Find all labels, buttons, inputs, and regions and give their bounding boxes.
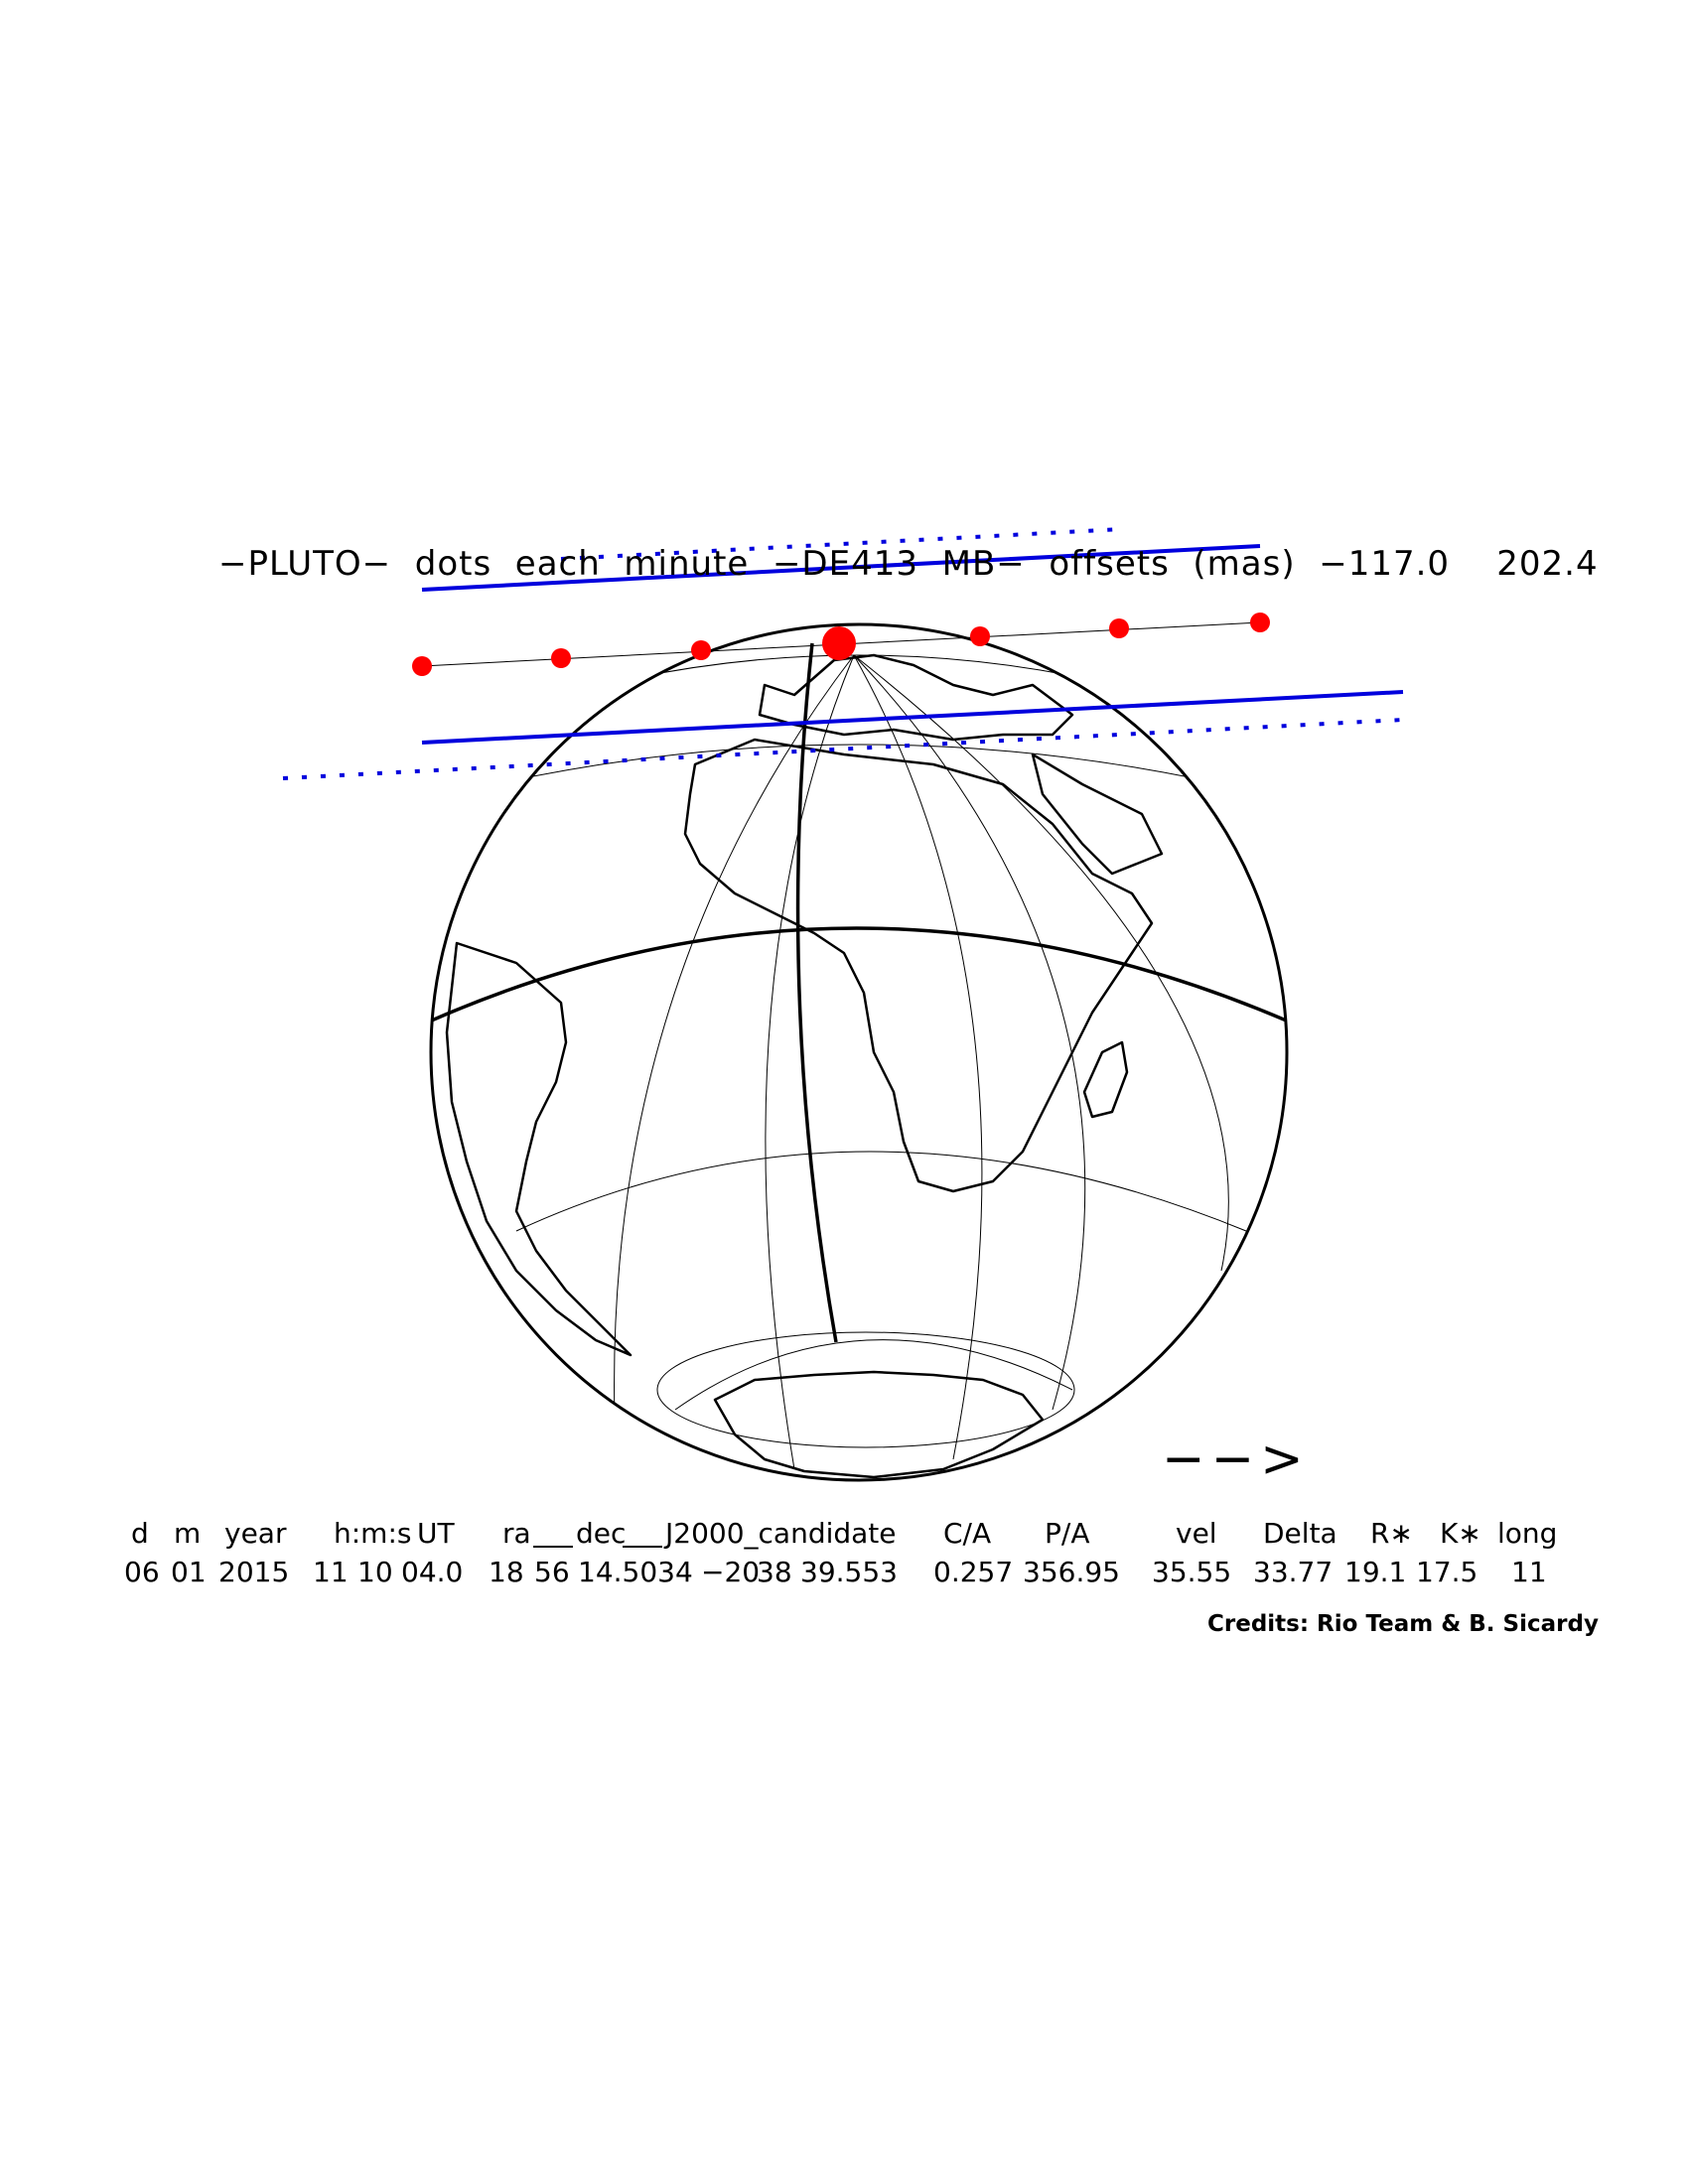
- meridian-2: [765, 654, 855, 1470]
- header-r-star: R∗: [1370, 1517, 1413, 1550]
- value-r-star: 19.1: [1344, 1556, 1407, 1588]
- header-ut: UT: [417, 1517, 455, 1550]
- closest-approach-dot: [822, 626, 856, 660]
- value-dec-d: −20: [701, 1556, 761, 1588]
- africa-outline: [683, 738, 1154, 1193]
- meridian-4: [853, 654, 983, 1460]
- meridian-1: [614, 654, 855, 1450]
- header-vel: vel: [1176, 1517, 1217, 1550]
- header-hms: h:m:s: [334, 1517, 412, 1550]
- header-pa: P/A: [1045, 1517, 1090, 1550]
- header-ca: C/A: [943, 1517, 992, 1550]
- value-ca: 0.257: [933, 1556, 1014, 1588]
- value-second: 04.0: [401, 1556, 464, 1588]
- header-dec: dec: [576, 1517, 627, 1550]
- value-pa: 356.95: [1023, 1556, 1120, 1588]
- credits-text: Credits: Rio Team & B. Sicardy: [1207, 1611, 1599, 1637]
- time-dot: [1250, 613, 1270, 632]
- equator-line: [431, 926, 1287, 1024]
- south-uncertainty-limit: [282, 718, 1404, 780]
- value-ra-m: 56: [534, 1556, 570, 1588]
- value-m: 01: [171, 1556, 207, 1588]
- coastlines: [445, 653, 1164, 1479]
- graticule: [451, 654, 1267, 1470]
- meridian-5: [853, 654, 1086, 1411]
- time-dot: [970, 626, 990, 646]
- value-dec-m: 38: [757, 1556, 792, 1588]
- antarctic-circle: [656, 1331, 1075, 1448]
- latitude-line-south-60-ring: [674, 1339, 1073, 1411]
- antarctica-outline: [713, 1370, 1045, 1479]
- time-dot: [412, 656, 432, 676]
- value-long: 11: [1511, 1556, 1547, 1588]
- header-ra-underline: [533, 1546, 573, 1548]
- globe-outline: [429, 622, 1289, 1482]
- value-dec-s: 39.553: [800, 1556, 898, 1588]
- value-year: 2015: [218, 1556, 290, 1588]
- value-ra-h: 18: [489, 1556, 524, 1588]
- value-hour: 11: [313, 1556, 349, 1588]
- latitude-line-south-30: [515, 1151, 1247, 1232]
- globe: [429, 622, 1289, 1482]
- latitude-line-north-30: [451, 744, 1267, 795]
- arabia-outline: [1031, 752, 1164, 876]
- header-k-star: K∗: [1440, 1517, 1481, 1550]
- header-ra: ra: [502, 1517, 531, 1550]
- value-ra-s: 14.5034: [578, 1556, 693, 1588]
- time-dot: [551, 648, 571, 668]
- time-dot: [1109, 618, 1129, 638]
- header-j2000-candidate: J2000_candidate: [665, 1517, 897, 1550]
- direction-arrow: −−>: [1162, 1430, 1310, 1489]
- meridian-6: [853, 654, 1229, 1272]
- shadow-limits: [282, 527, 1404, 780]
- prime-meridian: [795, 642, 838, 1343]
- occultation-track: [412, 613, 1270, 676]
- value-k-star: 17.5: [1416, 1556, 1478, 1588]
- value-delta: 33.77: [1253, 1556, 1334, 1588]
- header-long: long: [1497, 1517, 1558, 1550]
- value-d: 06: [124, 1556, 160, 1588]
- south-america-outline: [445, 941, 633, 1357]
- header-m: m: [174, 1517, 202, 1550]
- madagascar-outline: [1082, 1040, 1129, 1119]
- header-delta: Delta: [1263, 1517, 1337, 1550]
- value-vel: 35.55: [1152, 1556, 1232, 1588]
- map-title: −PLUTO− dots each minute −DE413 MB− offs…: [218, 544, 1599, 584]
- header-year: year: [224, 1517, 287, 1550]
- europe-outline: [758, 653, 1074, 742]
- value-minute: 10: [357, 1556, 393, 1588]
- header-dec-underline: [623, 1546, 662, 1548]
- time-dot: [691, 640, 711, 660]
- south-shadow-limit: [421, 690, 1404, 745]
- north-shadow-limit: [421, 544, 1261, 592]
- header-d: d: [131, 1517, 149, 1550]
